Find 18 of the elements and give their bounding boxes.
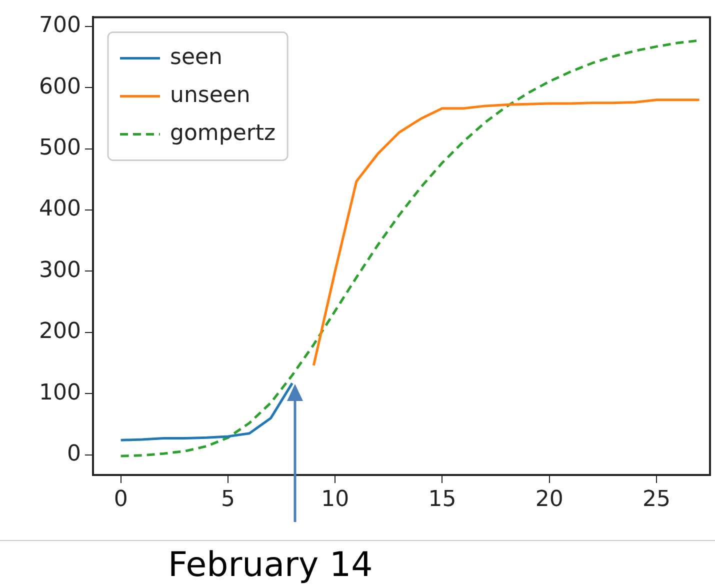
x-tick-label: 10: [321, 486, 350, 512]
y-tick-label: 0: [67, 442, 81, 467]
x-tick-label: 0: [114, 486, 128, 512]
x-tick-label: 20: [535, 486, 564, 512]
legend-label: seen: [170, 44, 222, 70]
legend-label: gompertz: [170, 120, 276, 146]
y-tick-label: 400: [39, 196, 81, 222]
y-tick-label: 700: [39, 13, 81, 38]
text: February 14: [168, 545, 373, 585]
y-tick-label: 200: [39, 319, 81, 344]
y-tick-label: 500: [39, 136, 81, 161]
x-tick-label: 25: [642, 486, 670, 512]
y-tick-label: 100: [39, 380, 81, 406]
y-tick-label: 600: [39, 74, 81, 100]
x-tick-label: 5: [220, 486, 235, 512]
x-tick-label: 15: [428, 486, 456, 512]
legend-label: unseen: [170, 82, 250, 108]
y-tick-label: 300: [39, 258, 81, 283]
